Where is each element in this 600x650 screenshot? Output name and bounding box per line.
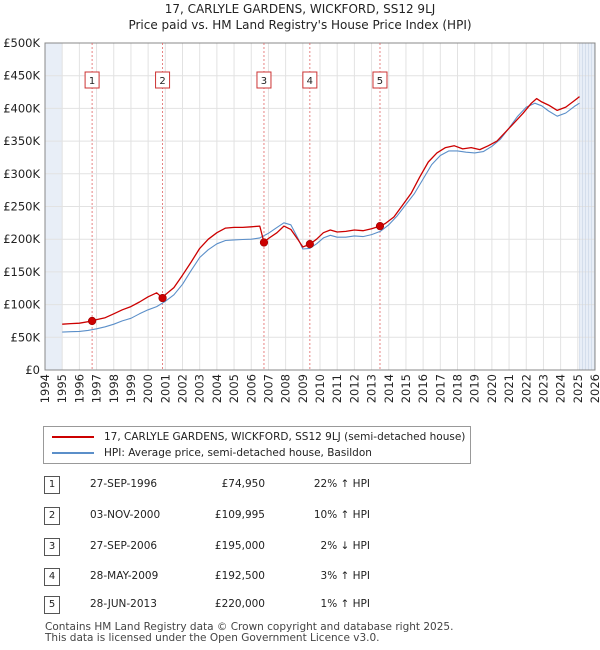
sale-marker-label: 4 — [307, 76, 313, 87]
table-row: 5 28-JUN-2013 £220,000 1% ↑ HPI — [0, 594, 600, 616]
x-tick-label: 2005 — [227, 374, 241, 403]
transaction-number-badge: 3 — [44, 538, 60, 556]
chart-subtitle: Price paid vs. HM Land Registry's House … — [128, 18, 472, 32]
y-tick-label: £400K — [3, 101, 40, 115]
x-tick-label: 1998 — [107, 374, 121, 403]
table-row: 2 03-NOV-2000 £109,995 10% ↑ HPI — [0, 505, 600, 527]
footer-licence: This data is licensed under the Open Gov… — [45, 632, 380, 644]
x-tick-label: 2013 — [365, 374, 379, 403]
legend-swatch-hpi — [52, 452, 94, 454]
transaction-price: £109,995 — [214, 509, 265, 521]
transaction-number-badge: 4 — [44, 568, 60, 586]
x-tick-label: 2018 — [451, 374, 465, 403]
x-tick-label: 2020 — [485, 374, 499, 403]
table-row: 1 27-SEP-1996 £74,950 22% ↑ HPI — [0, 474, 600, 496]
y-tick-label: £200K — [3, 232, 40, 246]
sale-point — [305, 240, 314, 249]
price-chart: £0 £50K £100K £150K £200K £250K £300K £350K £400… — [3, 36, 600, 403]
sale-marker-label: 1 — [89, 76, 95, 87]
y-tick-label: £250K — [3, 200, 40, 214]
transaction-price: £192,500 — [214, 570, 265, 582]
x-tick-label: 2004 — [210, 374, 224, 403]
x-tick-label: 2019 — [468, 374, 482, 403]
x-tick-label: 2007 — [261, 374, 275, 403]
x-tick-label: 2015 — [399, 374, 413, 403]
sale-marker-box — [372, 71, 388, 89]
x-tick-label: 2003 — [193, 374, 207, 403]
x-tick-label: 2009 — [296, 374, 310, 403]
y-tick-label: £100K — [3, 298, 40, 312]
legend-swatch-property — [52, 436, 94, 438]
x-tick-label: 1999 — [124, 374, 138, 403]
y-tick-label: £450K — [3, 69, 40, 83]
x-tick-label: 2010 — [313, 374, 327, 403]
transaction-date: 03-NOV-2000 — [90, 509, 161, 521]
y-tick-label: £50K — [11, 330, 41, 344]
y-tick-label: £500K — [3, 36, 40, 50]
transaction-number-badge: 5 — [44, 596, 60, 614]
sale-marker-label: 3 — [261, 76, 267, 87]
x-tick-label: 2021 — [502, 374, 516, 403]
sale-marker-label: 2 — [159, 76, 165, 87]
y-tick-label: £0 — [25, 363, 40, 377]
sale-point — [375, 222, 385, 231]
x-tick-label: 1996 — [72, 374, 86, 403]
property-price-line — [62, 96, 580, 325]
transaction-hpi-diff: 22% ↑ HPI — [313, 478, 370, 490]
transaction-price: £220,000 — [214, 598, 265, 610]
transaction-hpi-diff: 2% ↓ HPI — [320, 540, 370, 552]
sale-marker-box — [84, 71, 100, 89]
table-row: 4 28-MAY-2009 £192,500 3% ↑ HPI — [0, 566, 600, 588]
legend-label-property: 17, CARLYLE GARDENS, WICKFORD, SS12 9LJ … — [104, 431, 466, 443]
x-tick-label: 2026 — [588, 374, 600, 403]
transaction-date: 28-MAY-2009 — [90, 570, 159, 582]
sale-marker-box — [302, 71, 318, 89]
x-tick-label: 2022 — [519, 374, 533, 403]
sale-point — [259, 238, 269, 247]
footer-copyright: Contains HM Land Registry data © Crown c… — [45, 621, 454, 633]
x-tick-label: 2000 — [141, 374, 155, 403]
sale-marker-label: 5 — [377, 76, 383, 87]
legend: 17, CARLYLE GARDENS, WICKFORD, SS12 9LJ … — [43, 426, 471, 464]
x-tick-label: 2025 — [571, 374, 585, 403]
x-tick-label: 2011 — [330, 374, 344, 403]
x-tick-label: 1997 — [90, 374, 104, 403]
sale-point — [87, 316, 97, 326]
transaction-hpi-diff: 3% ↑ HPI — [320, 570, 370, 582]
transaction-price: £74,950 — [221, 478, 265, 490]
x-tick-label: 2017 — [433, 374, 447, 403]
transaction-number-badge: 2 — [44, 507, 60, 525]
transaction-date: 27-SEP-2006 — [90, 540, 158, 552]
transaction-number-badge: 1 — [44, 476, 60, 494]
sale-marker-box — [256, 71, 272, 89]
transaction-hpi-diff: 1% ↑ HPI — [320, 598, 370, 610]
x-tick-label: 2001 — [158, 374, 172, 403]
legend-item-hpi: HPI: Average price, semi-detached house,… — [52, 445, 372, 461]
chart-title: 17, CARLYLE GARDENS, WICKFORD, SS12 9LJ — [164, 2, 436, 16]
x-tick-label: 1994 — [38, 374, 52, 403]
transaction-hpi-diff: 10% ↑ HPI — [313, 509, 370, 521]
y-tick-label: £350K — [3, 134, 40, 148]
x-tick-label: 2008 — [279, 374, 293, 403]
x-tick-label: 1995 — [55, 374, 69, 403]
sale-marker-box — [155, 71, 171, 89]
plot-frame — [44, 42, 596, 371]
legend-item-property: 17, CARLYLE GARDENS, WICKFORD, SS12 9LJ … — [52, 429, 465, 445]
x-tick-label: 2024 — [554, 374, 568, 403]
table-row: 3 27-SEP-2006 £195,000 2% ↓ HPI — [0, 536, 600, 558]
x-tick-label: 2002 — [176, 374, 190, 403]
transaction-price: £195,000 — [214, 540, 265, 552]
x-tick-label: 2006 — [244, 374, 258, 403]
x-tick-label: 2016 — [416, 374, 430, 403]
x-tick-label: 2014 — [382, 374, 396, 403]
sale-point — [158, 293, 167, 303]
x-tick-label: 2012 — [347, 374, 361, 403]
transaction-date: 28-JUN-2013 — [90, 598, 157, 610]
x-tick-label: 2023 — [536, 374, 550, 403]
y-tick-label: £300K — [3, 167, 40, 181]
hpi-line — [62, 102, 580, 333]
transaction-date: 27-SEP-1996 — [90, 478, 158, 490]
y-tick-label: £150K — [3, 265, 40, 279]
legend-label-hpi: HPI: Average price, semi-detached house,… — [104, 447, 372, 459]
